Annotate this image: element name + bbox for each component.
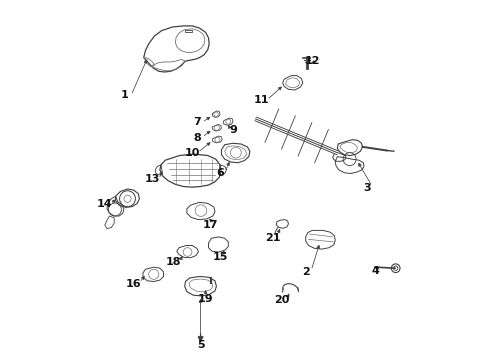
Text: 2: 2	[301, 267, 309, 277]
Text: 21: 21	[264, 233, 280, 243]
Text: 10: 10	[184, 148, 200, 158]
Text: 7: 7	[193, 117, 201, 127]
Text: 13: 13	[145, 174, 160, 184]
Text: 12: 12	[305, 56, 320, 66]
Text: 20: 20	[274, 294, 289, 305]
Text: 17: 17	[202, 220, 218, 230]
Text: 11: 11	[253, 95, 269, 105]
Text: 14: 14	[97, 199, 112, 210]
Text: 8: 8	[193, 132, 201, 143]
Text: 16: 16	[125, 279, 141, 289]
Text: 15: 15	[212, 252, 227, 262]
Text: 1: 1	[121, 90, 129, 100]
Text: 6: 6	[216, 168, 224, 178]
Text: 5: 5	[196, 340, 204, 350]
Text: 3: 3	[363, 183, 370, 193]
Text: 9: 9	[228, 125, 236, 135]
Text: 19: 19	[198, 294, 213, 304]
Text: 18: 18	[165, 257, 181, 267]
Text: 4: 4	[371, 266, 379, 276]
